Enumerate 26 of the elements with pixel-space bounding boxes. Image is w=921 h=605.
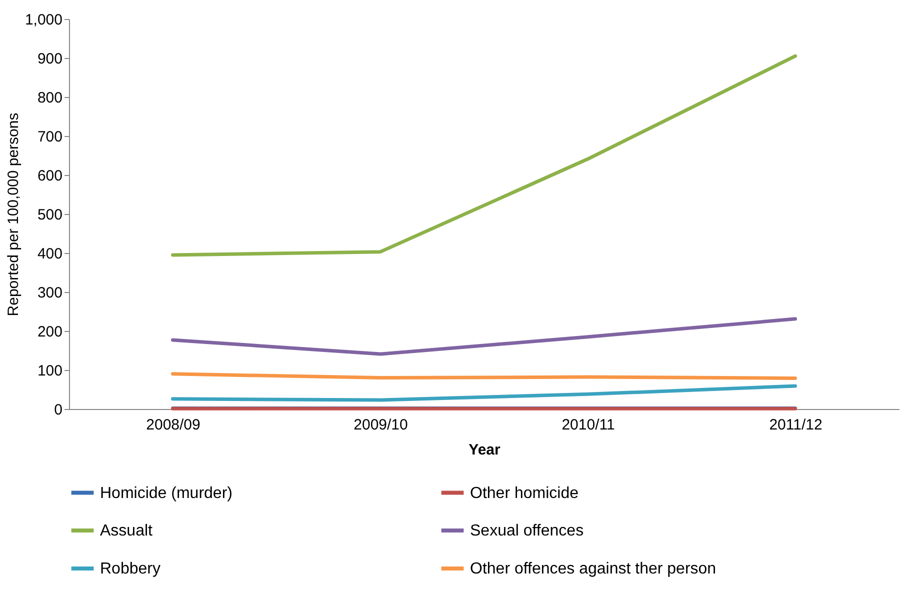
y-tick-label: 600 xyxy=(37,168,62,184)
legend-label: Homicide (murder) xyxy=(100,484,232,502)
y-tick-label: 800 xyxy=(37,90,62,106)
legend-label: Other offences against ther person xyxy=(470,560,716,578)
y-tick-label: 500 xyxy=(37,206,62,224)
x-tick-label: 2010/11 xyxy=(562,416,615,434)
line-series xyxy=(171,384,797,402)
x-tick-label: 2008/09 xyxy=(146,416,200,434)
x-tick-label: 2011/12 xyxy=(769,416,822,434)
y-tick-label: 400 xyxy=(37,246,62,262)
legend-label: Other homicide xyxy=(470,484,579,502)
x-tick-label: 2009/10 xyxy=(354,416,408,434)
line-series xyxy=(171,317,797,356)
y-tick-label: 100 xyxy=(37,362,62,380)
y-tick-label: 1,000 xyxy=(24,12,62,28)
legend-label: Sexual offences xyxy=(470,522,584,540)
y-tick-label: 300 xyxy=(37,284,62,302)
y-tick-label: 200 xyxy=(37,324,62,340)
legend-label: Robbery xyxy=(100,560,160,578)
y-tick-label: 900 xyxy=(37,50,62,68)
y-tick-label: 0 xyxy=(54,402,62,418)
legend-label: Assualt xyxy=(100,522,154,540)
y-tick-label: 700 xyxy=(37,128,62,146)
x-axis-title: Year xyxy=(468,442,501,458)
y-axis-title: Reported per 100,000 persons xyxy=(4,112,22,316)
line-series xyxy=(171,54,797,257)
